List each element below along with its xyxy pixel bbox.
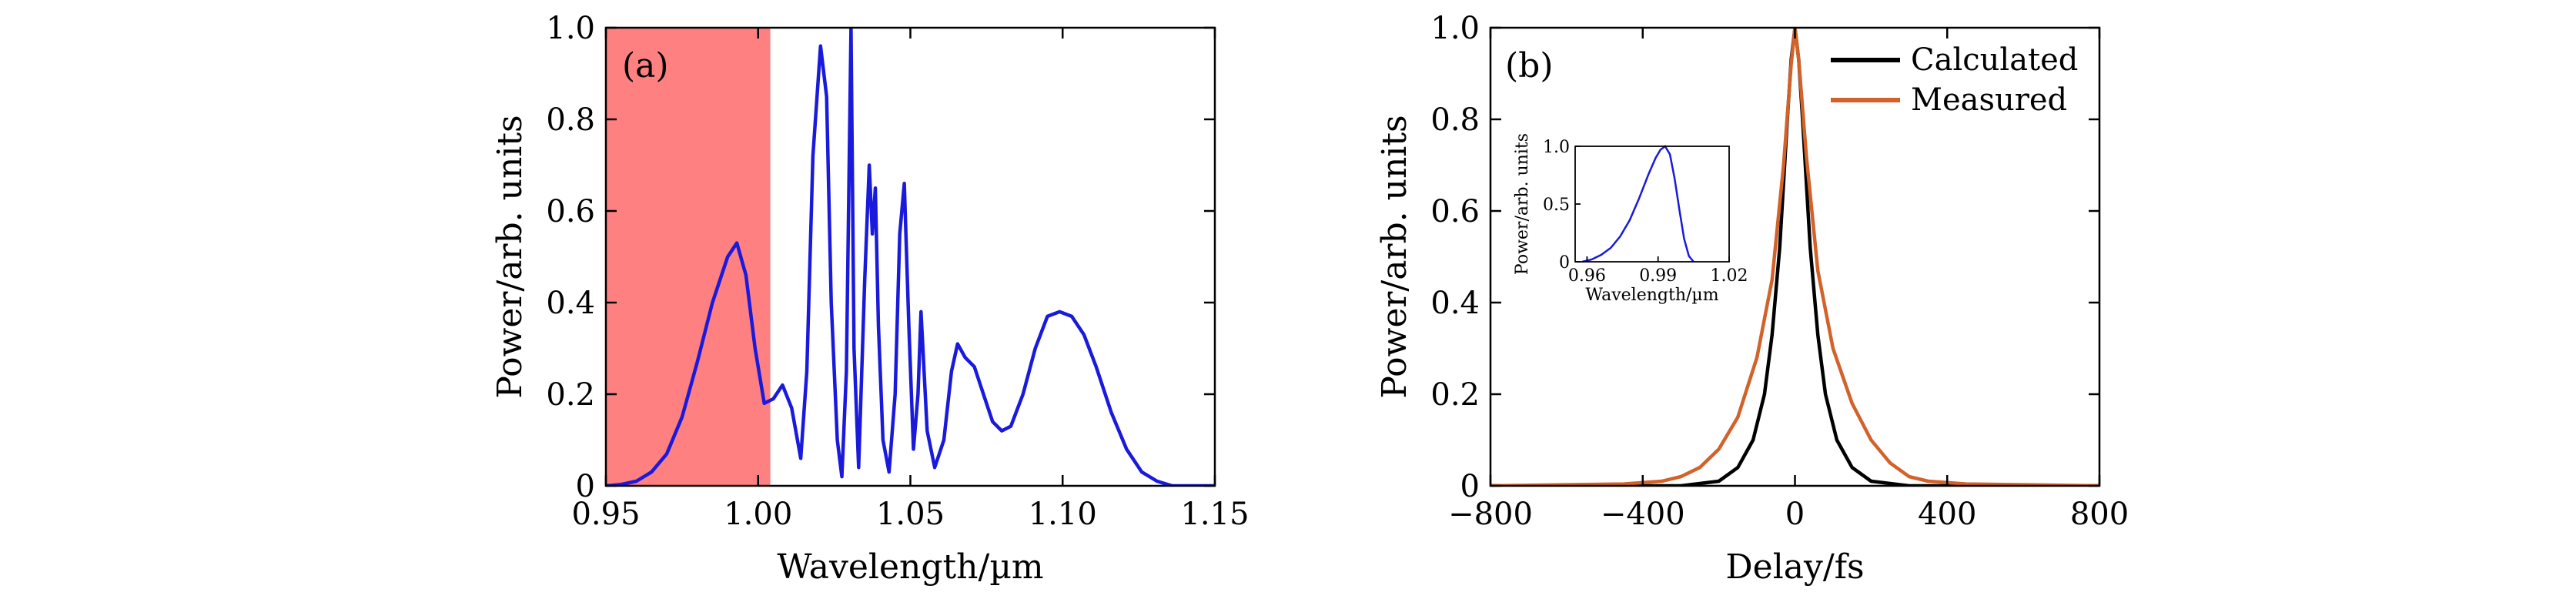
- y-tick-label: 0.4: [546, 286, 595, 321]
- x-tick-label: 800: [2070, 497, 2129, 532]
- x-tick-label: 0: [1785, 497, 1805, 532]
- plot-area: [1490, 28, 2099, 486]
- x-tick-label: 0.95: [571, 497, 640, 532]
- shaded-region: [606, 28, 771, 486]
- x-axis-title: Wavelength/µm: [777, 547, 1043, 587]
- legend-label-measured: Measured: [1911, 82, 2067, 118]
- y-tick-label: 0.2: [546, 377, 595, 413]
- x-tick-label: 1.00: [724, 497, 792, 532]
- x-tick-label: 1.05: [876, 497, 945, 532]
- y-tick-label: 1.0: [1430, 11, 1480, 46]
- panel-label: (a): [622, 46, 669, 85]
- x-tick-label: −800: [1448, 497, 1533, 532]
- inset-chart: 0.96 0.99 1.02 0 0.5 1.0 Wavelength/µm Power/ar…: [1513, 133, 1748, 305]
- y-tick-label: 0.2: [1430, 377, 1480, 413]
- y-tick-label: 0.8: [546, 102, 595, 138]
- y-tick-label: 0.6: [1430, 194, 1480, 229]
- panel-a: 0.95 1.00 1.05 1.10 1.15 0 0.2 0.4 0.6 0.8 1.0 Wave…: [490, 11, 1250, 587]
- y-axis-title: Power/arb. units: [1375, 115, 1414, 398]
- y-tick-label: 0.8: [1430, 102, 1480, 138]
- plot-area: [606, 28, 1215, 486]
- x-axis-title: Delay/fs: [1725, 547, 1864, 587]
- series-line-0: [606, 28, 1215, 486]
- y-axis-title: Power/arb. units: [490, 115, 530, 398]
- series-line-measured: [1490, 28, 2099, 486]
- x-tick-label: −400: [1601, 497, 1685, 532]
- inset-x-tick-label: 0.99: [1639, 266, 1677, 286]
- inset-x-tick-label: 0.96: [1568, 266, 1606, 286]
- x-tick-label: 1.15: [1180, 497, 1249, 532]
- inset-y-tick-label: 0.5: [1543, 196, 1570, 215]
- panel-b: −800 −400 0 400 800 0 0.2 0.4 0.6 0.8 1.0 Delay/fs P…: [1375, 11, 2129, 587]
- inset-x-tick-label: 1.02: [1711, 266, 1748, 286]
- inset-y-tick-label: 0: [1559, 253, 1570, 273]
- legend-label-calculated: Calculated: [1911, 42, 2078, 78]
- y-tick-label: 0.4: [1430, 286, 1480, 321]
- x-tick-label: 400: [1918, 497, 1976, 532]
- panel-label: (b): [1505, 46, 1554, 85]
- x-tick-label: 1.10: [1029, 497, 1097, 532]
- y-tick-label: 0: [1460, 469, 1480, 504]
- y-tick-label: 0: [576, 469, 595, 504]
- inset-series-line: [1581, 145, 1694, 263]
- y-tick-label: 0.6: [546, 194, 595, 229]
- y-tick-label: 1.0: [546, 11, 595, 46]
- inset-x-axis-title: Wavelength/µm: [1585, 286, 1718, 305]
- inset-y-tick-label: 1.0: [1543, 138, 1570, 157]
- series-line-calculated: [1490, 28, 2099, 486]
- inset-y-axis-title: Power/arb. units: [1513, 133, 1532, 275]
